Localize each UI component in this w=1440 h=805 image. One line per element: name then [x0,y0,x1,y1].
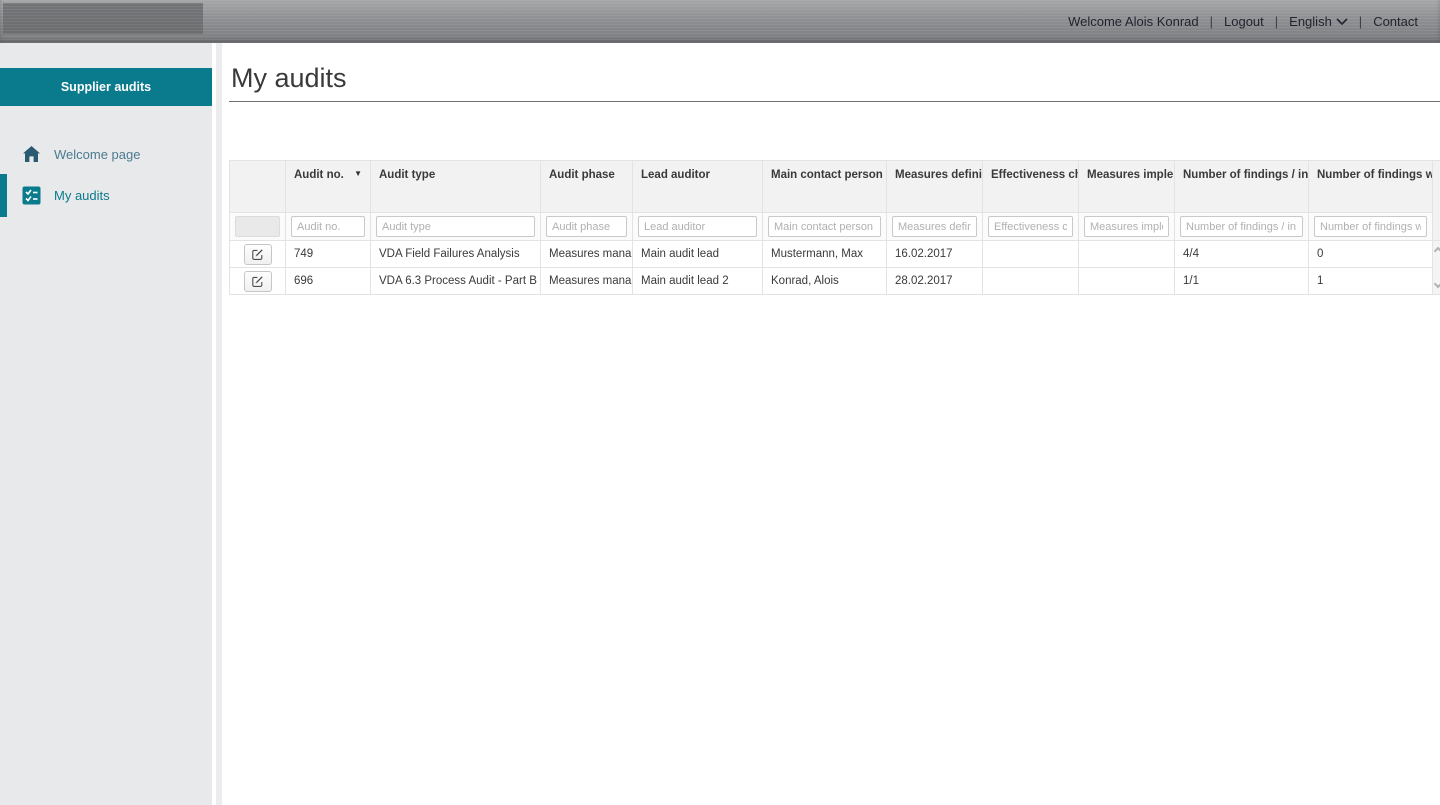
cell-effectiveness-due [982,267,1079,295]
cell-measures-definition-due: 28.02.2017 [886,267,983,295]
topbar: Welcome Alois Konrad | Logout | English … [0,0,1440,43]
cell-lead-auditor: Main audit lead 2 [632,267,763,295]
filter-row [229,212,1433,241]
header-row: Audit no. ▼ Audit type Audit phase Lead … [229,160,1433,213]
cell-findings-in-mm: 1/1 [1174,267,1309,295]
audits-table: Audit no. ▼ Audit type Audit phase Lead … [229,160,1433,295]
cell-audit-no: 696 [285,267,371,295]
cell-audit-type: VDA Field Failures Analysis [370,240,541,268]
topbar-menu: Welcome Alois Konrad | Logout | English … [1068,14,1418,29]
edit-icon [252,275,263,287]
sidebar-item-my-audits[interactable]: My audits [0,174,212,217]
edit-audit-button[interactable] [243,270,272,292]
sidebar-item-label: Welcome page [54,147,141,162]
cell-audit-type: VDA 6.3 Process Audit - Part B (Pa... [370,267,541,295]
page-scrollbar[interactable] [216,43,222,805]
separator: | [1209,14,1213,29]
sidebar: Supplier audits Welcome page [0,43,212,805]
table-scrollbar-track[interactable] [1433,241,1440,295]
cell-measures-implementation-due [1078,267,1175,295]
cell-measures-implementation-due [1078,240,1175,268]
sidebar-item-welcome-page[interactable]: Welcome page [0,136,212,173]
cell-findings-in-mm: 4/4 [1174,240,1309,268]
column-header-measures-implementation[interactable]: Measures implementation due date [1078,160,1175,213]
column-header-audit-phase[interactable]: Audit phase [540,160,633,213]
column-header-actions [229,160,286,213]
column-header-main-contact[interactable]: Main contact person [762,160,887,213]
sidebar-header: Supplier audits [0,68,212,106]
audits-table-wrap: Audit no. ▼ Audit type Audit phase Lead … [229,160,1440,295]
filter-effectiveness-input[interactable] [988,216,1073,237]
filter-main-contact-input[interactable] [768,216,881,237]
page-title: My audits [231,63,347,93]
sidebar-item-label: My audits [54,188,110,203]
sort-desc-icon[interactable]: ▼ [354,169,362,178]
filter-measures-implementation-input[interactable] [1084,216,1169,237]
contact-link[interactable]: Contact [1373,14,1418,29]
filter-audit-type-input[interactable] [376,216,535,237]
filter-audit-phase-input[interactable] [546,216,627,237]
cell-findings-with-measures: 1 [1308,267,1433,295]
filter-measures-definition-input[interactable] [892,216,977,237]
cell-measures-definition-due: 16.02.2017 [886,240,983,268]
filter-findings-in-mm-input[interactable] [1180,216,1303,237]
title-underline [229,101,1440,102]
separator: | [1358,14,1363,29]
chevron-down-icon [1336,17,1348,25]
main-content: My audits Audit no. ▼ [222,43,1440,805]
welcome-text: Welcome Alois Konrad [1068,14,1199,29]
cell-main-contact: Konrad, Alois [762,267,887,295]
filter-lead-auditor-input[interactable] [638,216,757,237]
sidebar-divider [212,43,216,805]
filter-findings-with-measures-input[interactable] [1314,216,1427,237]
column-header-findings-in-mm[interactable]: Number of findings / in measures managem… [1174,160,1309,213]
cell-audit-phase: Measures manage... [540,267,633,295]
cell-effectiveness-due [982,240,1079,268]
column-header-lead-auditor[interactable]: Lead auditor [632,160,763,213]
cell-audit-phase: Measures manage... [540,240,633,268]
column-header-audit-type[interactable]: Audit type [370,160,541,213]
separator: | [1274,14,1279,29]
column-header-audit-no[interactable]: Audit no. ▼ [285,160,371,213]
logout-link[interactable]: Logout [1224,14,1264,29]
table-scrollbar[interactable] [1433,160,1440,295]
table-scrollbar-header-spacer [1433,160,1440,241]
filter-disabled-box [235,216,280,237]
cell-audit-no: 749 [285,240,371,268]
cell-main-contact: Mustermann, Max [762,240,887,268]
checklist-icon [22,186,41,205]
edit-icon [252,248,263,260]
scroll-up-icon[interactable] [1433,246,1440,256]
language-label: English [1289,14,1332,29]
cell-lead-auditor: Main audit lead [632,240,763,268]
cell-findings-with-measures: 0 [1308,240,1433,268]
scroll-down-icon[interactable] [1433,279,1440,289]
logo-placeholder [3,3,203,34]
home-icon [22,145,41,164]
column-header-measures-definition[interactable]: Measures definition due date [886,160,983,213]
column-header-findings-with-measures[interactable]: Number of findings with measures [1308,160,1433,213]
column-header-effectiveness-check[interactable]: Effectiveness check due date [982,160,1079,213]
table-row: 696 VDA 6.3 Process Audit - Part B (Pa..… [229,267,1433,295]
filter-cell-actions [229,212,286,241]
edit-audit-button[interactable] [243,243,272,265]
filter-audit-no-input[interactable] [291,216,365,237]
language-selector[interactable]: English [1289,14,1348,29]
table-row: 749 VDA Field Failures Analysis Measures… [229,240,1433,268]
